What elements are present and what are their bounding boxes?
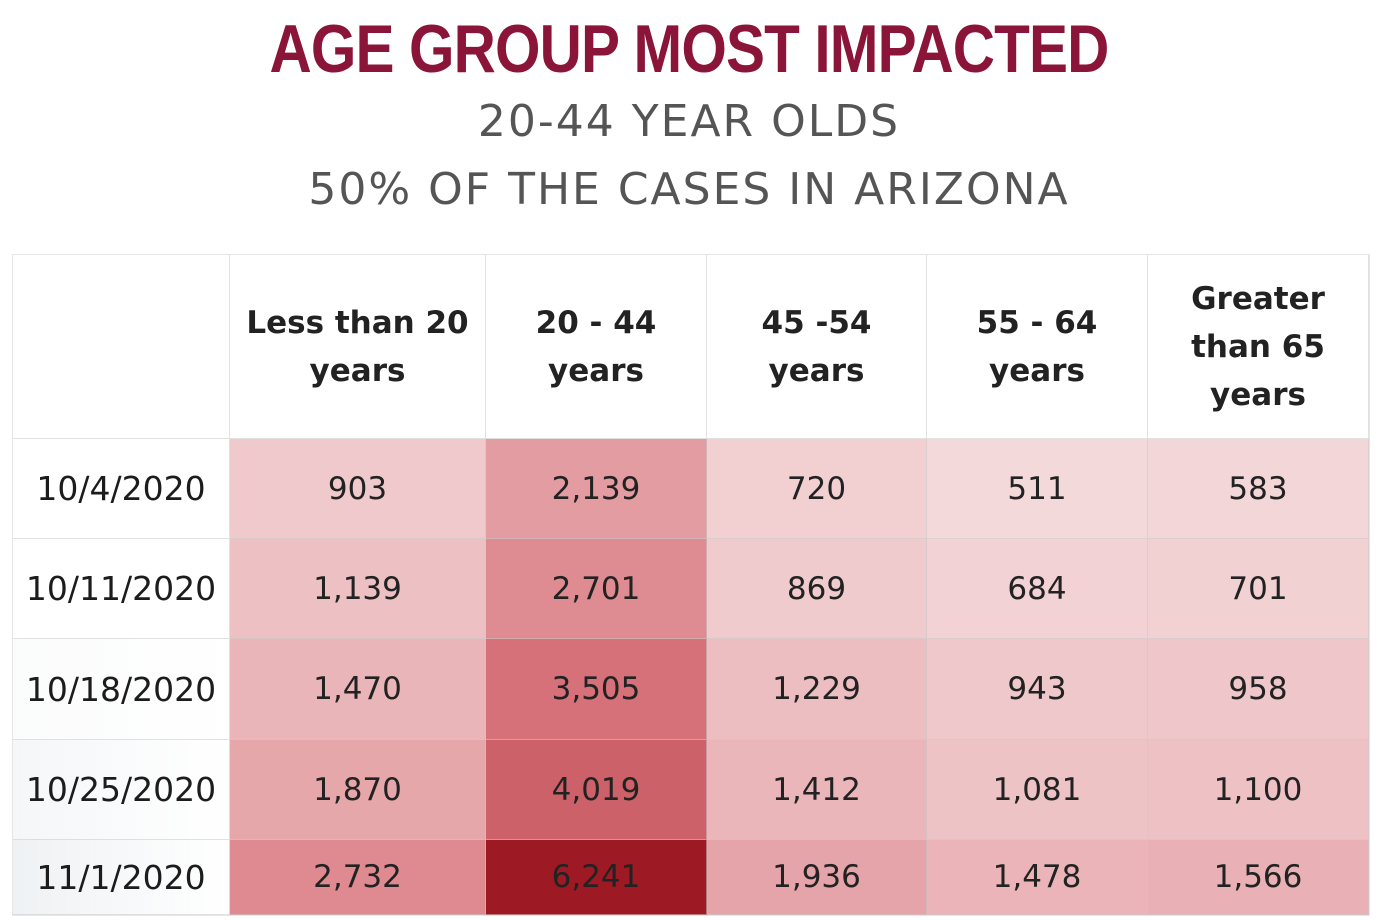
heatmap-cell: 943 [927,639,1148,740]
heatmap-cell: 869 [707,539,927,639]
row-date-label: 10/11/2020 [13,539,230,639]
heatmap-table: Less than 20 years 20 - 44 years 45 -54 ye… [13,255,1369,915]
heatmap-cell: 684 [927,539,1148,639]
heatmap-cell: 2,139 [486,439,707,539]
heatmap-cell: 701 [1148,539,1369,639]
heatmap-cell: 511 [927,439,1148,539]
column-header: Greater than 65 years [1148,255,1369,439]
row-date-label: 10/25/2020 [13,740,230,840]
heatmap-cell: 1,870 [230,740,486,840]
heatmap-cell: 2,701 [486,539,707,639]
page-title: AGE GROUP MOST IMPACTED [269,11,1109,87]
subtitle-case-share: 50% OF THE CASES IN ARIZONA [308,164,1070,215]
heatmap-cell: 958 [1148,639,1369,740]
heatmap-cell: 583 [1148,439,1369,539]
column-header: 20 - 44 years [486,255,707,439]
heatmap-cell: 3,505 [486,639,707,740]
heatmap-cell: 4,019 [486,740,707,840]
heatmap-cell: 903 [230,439,486,539]
heatmap-cell: 2,732 [230,840,486,915]
subtitle-age-range: 20-44 YEAR OLDS [477,96,901,147]
column-header: Less than 20 years [230,255,486,439]
heatmap-cell: 720 [707,439,927,539]
column-header: 45 -54 years [707,255,927,439]
row-date-label: 10/4/2020 [13,439,230,539]
heatmap-cell: 1,936 [707,840,927,915]
heatmap-cell: 1,100 [1148,740,1369,840]
heatmap-cell: 6,241 [486,840,707,915]
heatmap-cell: 1,081 [927,740,1148,840]
heatmap-cell: 1,229 [707,639,927,740]
heatmap-cell: 1,470 [230,639,486,740]
heatmap-cell: 1,412 [707,740,927,840]
column-header: 55 - 64 years [927,255,1148,439]
table-corner-cell [13,255,230,439]
heatmap-cell: 1,566 [1148,840,1369,915]
heatmap-table-container: Less than 20 years 20 - 44 years 45 -54 ye… [12,254,1370,916]
row-date-label: 11/1/2020 [13,840,230,915]
heatmap-cell: 1,139 [230,539,486,639]
row-date-label: 10/18/2020 [13,639,230,740]
heatmap-cell: 1,478 [927,840,1148,915]
